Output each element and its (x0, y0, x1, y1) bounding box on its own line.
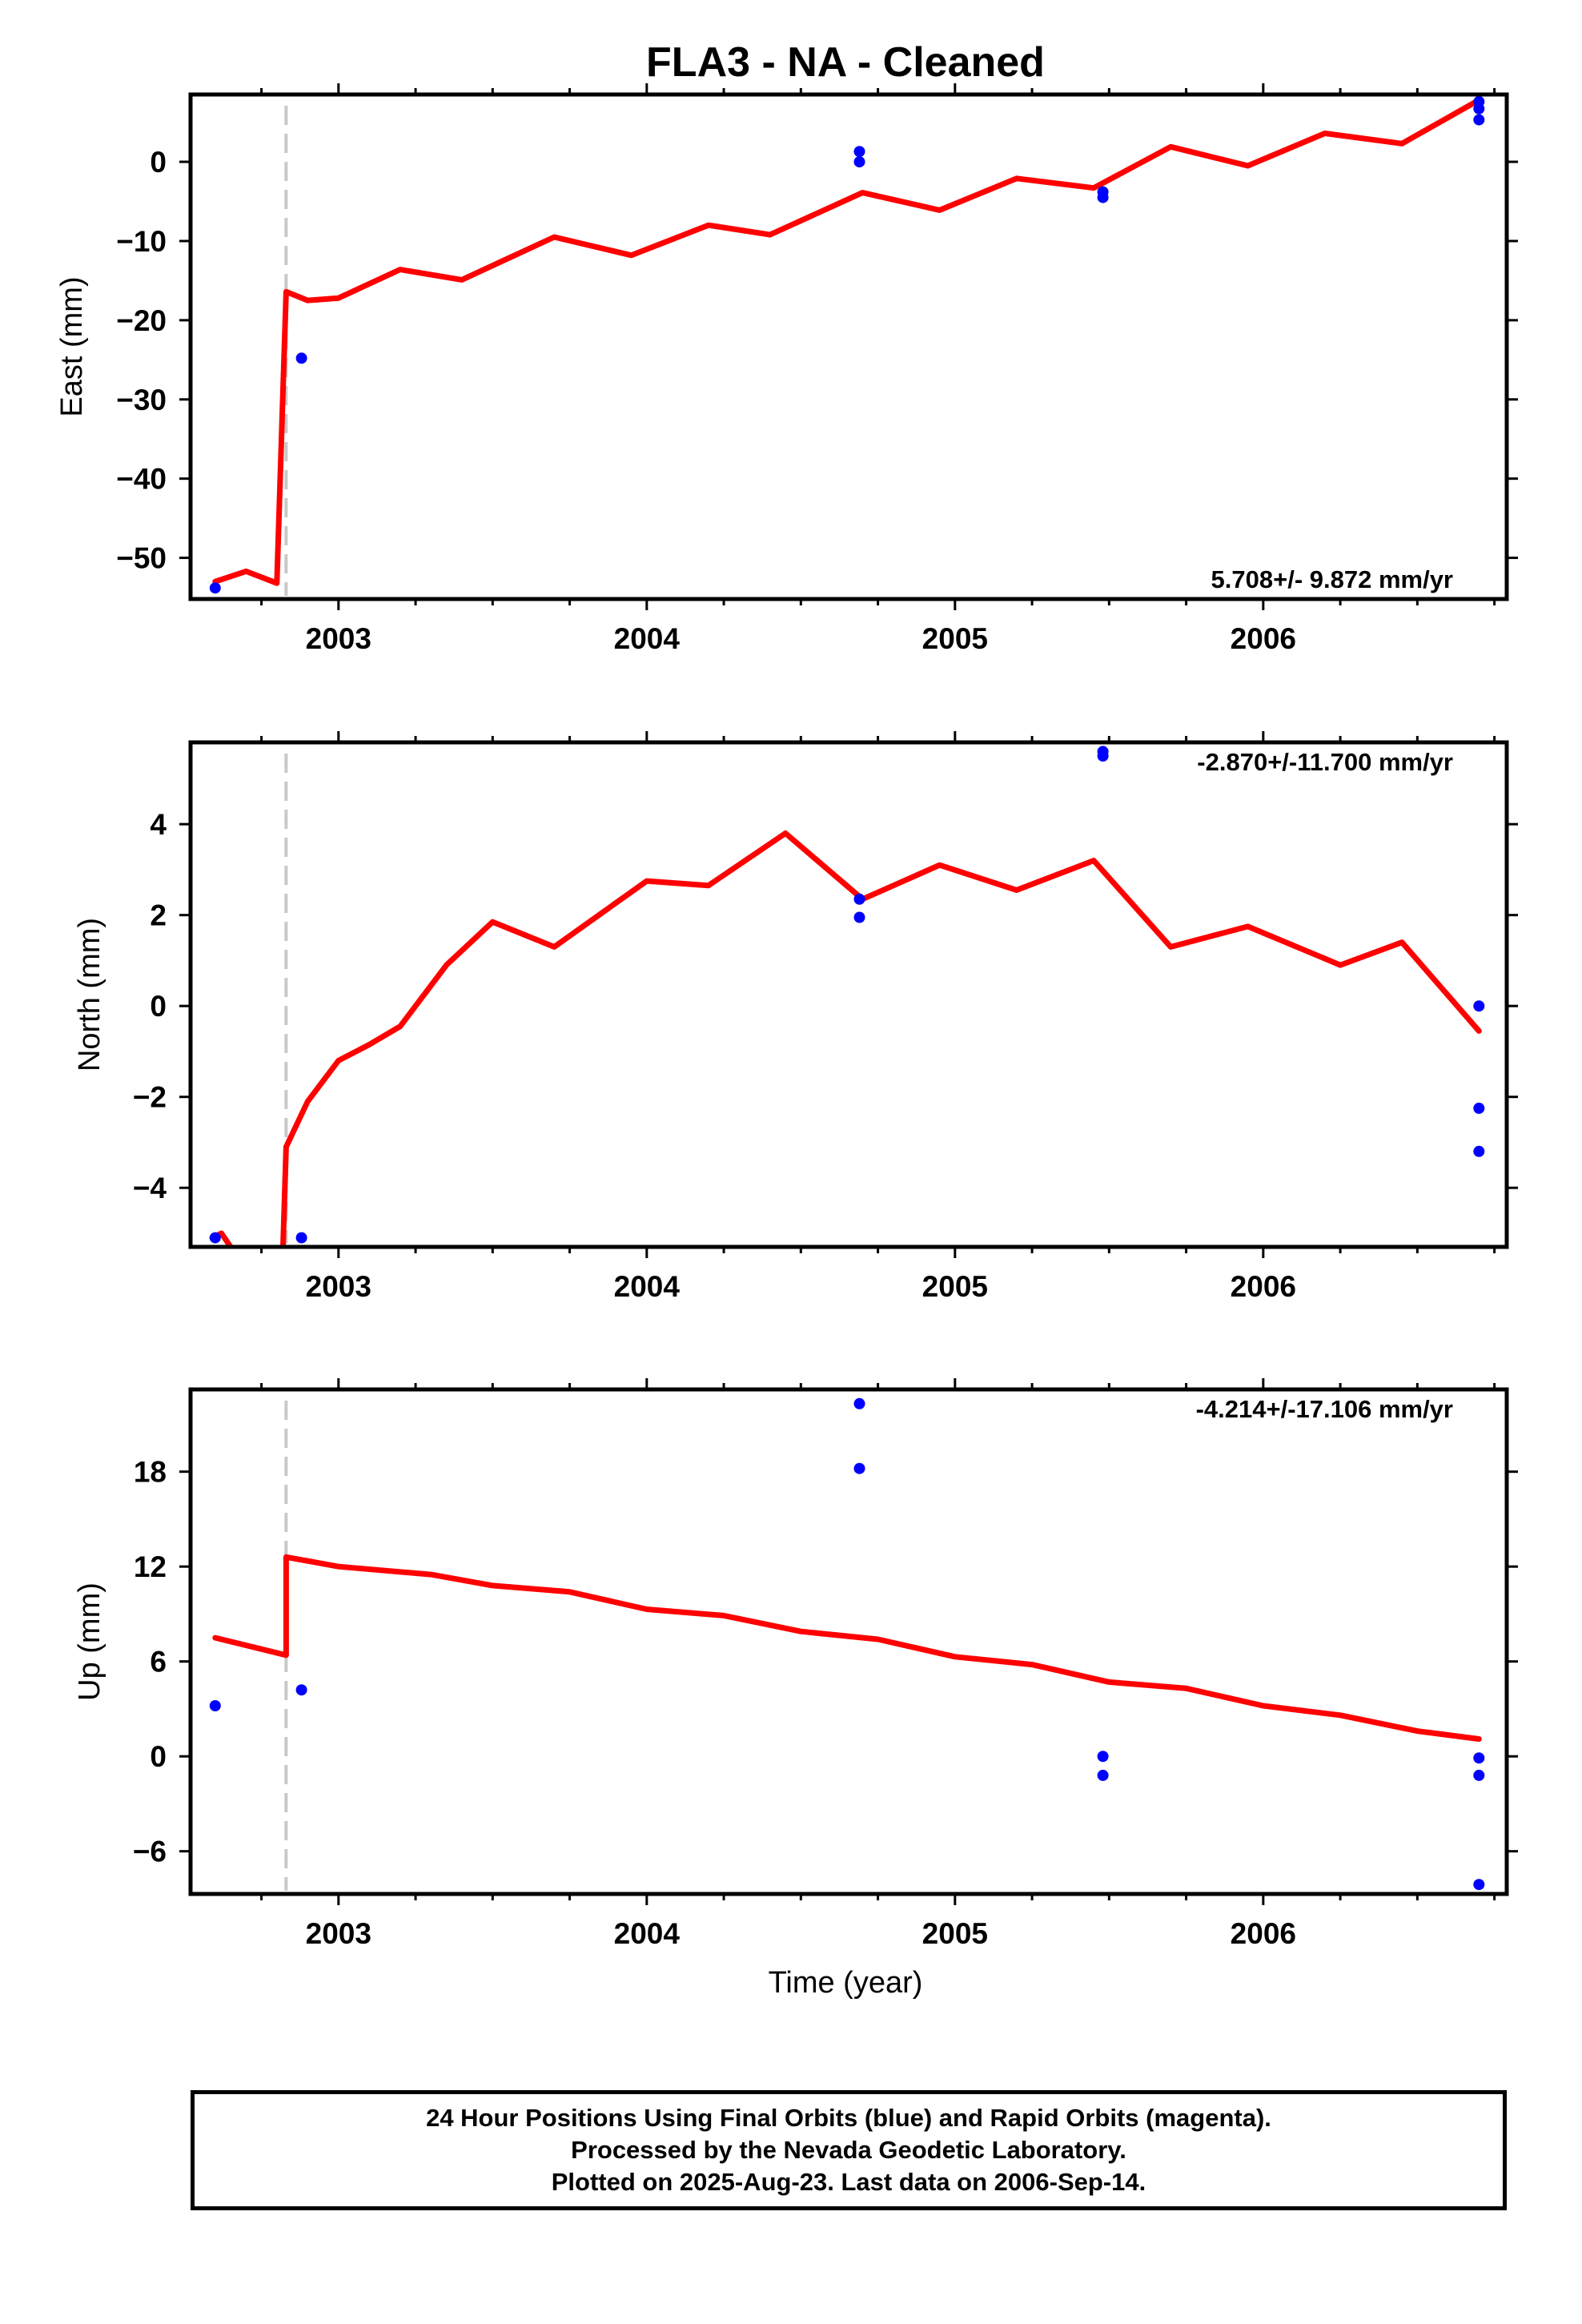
y-tick-label: 12 (134, 1550, 167, 1583)
x-tick-label: 2004 (614, 1917, 681, 1950)
y-tick-label: 18 (134, 1456, 167, 1489)
x-tick-label: 2006 (1231, 622, 1296, 655)
x-tick-label: 2005 (922, 1270, 988, 1303)
x-tick-label: 2004 (614, 622, 681, 655)
footer-line-1: 24 Hour Positions Using Final Orbits (bl… (426, 2104, 1271, 2132)
rate-annotation: -4.214+/-17.106 mm/yr (1196, 1395, 1453, 1423)
plot-frame (188, 740, 1509, 1249)
data-point (1097, 191, 1109, 203)
model-curve-group (212, 97, 1482, 586)
data-point (295, 352, 307, 364)
y-tick-label: −50 (116, 542, 167, 575)
x-tick-label: 2005 (922, 1917, 988, 1950)
x-tick-label: 2005 (922, 622, 988, 655)
data-point (209, 1700, 221, 1711)
footer-box: 24 Hour Positions Using Final Orbits (bl… (191, 2090, 1507, 2210)
y-tick-label: 0 (150, 1740, 167, 1773)
x-axis-label: Time (year) (769, 1966, 923, 2000)
y-tick-label: 6 (150, 1646, 167, 1679)
data-point (853, 1397, 865, 1409)
data-point (1473, 1769, 1485, 1781)
panel-east: 2003 2004 2005 2006 −50 −40 −30 −20 −10 0 East (mm… (55, 83, 1518, 655)
data-point (209, 1232, 221, 1244)
data-point (1473, 1752, 1485, 1764)
y-tick-label: 2 (150, 899, 167, 932)
data-point (853, 911, 865, 923)
footer-line-2: Processed by the Nevada Geodetic Laborat… (571, 2136, 1126, 2164)
data-point (1097, 1751, 1109, 1763)
panel-north: 2003 2004 2005 2006 −4 −2 0 2 4 North (mm) -2.870+… (73, 731, 1518, 1303)
y-tick-label: −4 (133, 1172, 167, 1204)
x-tick-label: 2003 (306, 622, 371, 655)
y-tick-label: −2 (133, 1081, 167, 1114)
model-curve (212, 1554, 1482, 1742)
data-point (853, 893, 865, 905)
data-point (1473, 103, 1485, 115)
data-point (1473, 114, 1485, 126)
data-point (1473, 1879, 1485, 1891)
x-tick-label: 2006 (1231, 1917, 1296, 1950)
model-curve-group (212, 1554, 1482, 1742)
x-tick-label: 2006 (1231, 1270, 1296, 1303)
y-tick-label: 0 (150, 146, 167, 179)
x-tick-label: 2003 (306, 1270, 371, 1303)
y-tick-label: −30 (116, 384, 167, 416)
rate-annotation: -2.870+/-11.700 mm/yr (1197, 748, 1453, 776)
data-point (1097, 750, 1109, 762)
y-tick-label: −40 (116, 463, 167, 496)
x-tick-label: 2004 (614, 1270, 681, 1303)
x-tick-label: 2003 (306, 1917, 371, 1950)
data-point (1097, 1769, 1109, 1781)
data-point (1473, 1145, 1485, 1157)
footer-line-3: Plotted on 2025-Aug-23. Last data on 200… (551, 2168, 1146, 2196)
plot-frame (188, 1387, 1509, 1896)
data-point (295, 1684, 307, 1696)
y-tick-label: −6 (133, 1835, 167, 1868)
y-axis-label: East (mm) (55, 276, 89, 416)
y-axis-label: North (mm) (73, 918, 106, 1072)
y-tick-label: 4 (150, 808, 167, 841)
data-point (1473, 1000, 1485, 1012)
data-point (1473, 1102, 1485, 1114)
chart-title: FLA3 - NA - Cleaned (646, 39, 1045, 86)
data-point (853, 146, 865, 158)
panel-up: 2003 2004 2005 2006 −6 0 6 12 18 Up (mm) -4.214+/-… (73, 1378, 1518, 1950)
y-tick-label: −10 (116, 225, 167, 258)
data-point (209, 582, 221, 594)
rate-annotation: 5.708+/- 9.872 mm/yr (1211, 565, 1453, 593)
y-tick-label: 0 (150, 990, 167, 1023)
y-axis-label: Up (mm) (73, 1582, 106, 1701)
model-curve (280, 830, 1482, 1247)
model-curve-group (209, 830, 1482, 1247)
data-point (853, 1462, 865, 1474)
data-point (853, 156, 865, 168)
model-curve (212, 97, 1482, 586)
y-tick-label: −20 (116, 304, 167, 337)
plot-frame (188, 92, 1509, 601)
data-point (295, 1232, 307, 1244)
